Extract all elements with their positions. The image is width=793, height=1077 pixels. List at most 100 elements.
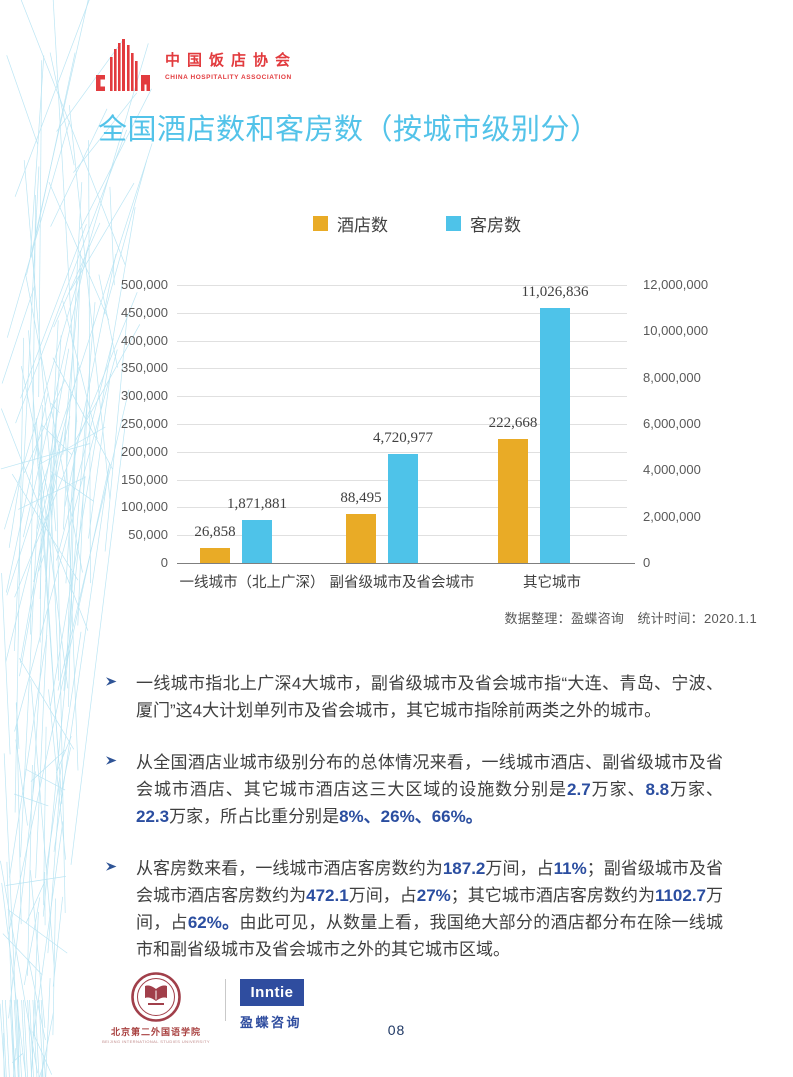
inntie-wordmark: Inntie <box>240 979 304 1006</box>
emphasis-number: 22.3 <box>136 807 170 826</box>
university-seal-icon <box>131 972 181 1022</box>
emphasis-number: 187.2 <box>442 859 486 878</box>
cha-logo-icon <box>96 39 150 91</box>
emphasis-number: 472.1 <box>306 886 349 905</box>
body-text: 万间，占 <box>485 859 554 878</box>
category-label: 副省级城市及省会城市 <box>329 575 475 591</box>
hotels-value-label: 88,495 <box>340 490 382 506</box>
page-number: 08 <box>387 1022 406 1038</box>
legend-item-rooms: 客房数 <box>446 211 521 236</box>
emphasis-number: 8%、26%、66%。 <box>339 807 483 826</box>
rooms-value-label: 11,026,836 <box>521 284 589 300</box>
bullet-item: 一线城市指北上广深4大城市，副省级城市及省会城市指“大连、青岛、宁波、厦门”这4… <box>105 670 723 724</box>
grid-line <box>177 285 627 286</box>
y-axis-tick-left: 50,000 <box>128 527 168 543</box>
grid-line <box>177 340 627 342</box>
hotels-bar <box>498 439 528 563</box>
body-text: 万间，占 <box>136 886 724 932</box>
background-wireframe-art <box>0 0 153 1077</box>
arrow-bullet-icon <box>105 855 136 963</box>
hotels-value-label: 222,668 <box>488 415 538 431</box>
bullet-list: 一线城市指北上广深4大城市，副省级城市及省会城市指“大连、青岛、宁波、厦门”这4… <box>105 670 723 988</box>
grid-line <box>177 368 627 370</box>
cha-logo-text: 中国饭店协会 CHINA HOSPITALITY ASSOCIATION <box>165 49 297 81</box>
y-axis-tick-right: 6,000,000 <box>643 416 701 431</box>
grid-line <box>177 312 627 314</box>
y-axis-tick-right: 12,000,000 <box>643 277 709 292</box>
emphasis-number: 1102.7 <box>654 886 707 905</box>
category-label: 其它城市 <box>523 575 581 591</box>
bullet-text: 从全国酒店业城市级别分布的总体情况来看，一线城市酒店、副省级城市及省会城市酒店、… <box>136 749 723 830</box>
legend-item-hotels: 酒店数 <box>313 211 388 236</box>
legend-label: 客房数 <box>470 216 521 235</box>
y-axis-tick-left: 500,000 <box>121 277 168 292</box>
bullet-text: 从客房数来看，一线城市酒店客房数约为187.2万间，占11%；副省级城市及省会城… <box>136 855 723 963</box>
emphasis-number: 27% <box>416 886 451 905</box>
body-text: 从全国酒店业城市级别分布的总体情况来看，一线城市酒店、副省级城市及省会城市酒店、… <box>136 753 723 799</box>
rooms-value-label: 4,720,977 <box>373 430 433 446</box>
y-axis-tick-left: 150,000 <box>121 471 168 487</box>
y-axis-tick-right: 10,000,000 <box>643 323 709 339</box>
cha-logo-name-zh: 中国饭店协会 <box>165 53 298 69</box>
bar-chart: 500,000 450,000 400,000 350,000 300,000 250,0… <box>121 277 709 591</box>
cha-logo: 中国饭店协会 CHINA HOSPITALITY ASSOCIATION <box>94 36 297 94</box>
body-text: 万间，占 <box>348 886 417 905</box>
body-text: ；其它城市酒店客房数约为 <box>450 886 655 905</box>
x-axis-line <box>177 563 635 564</box>
emphasis-number: 8.8 <box>645 780 670 799</box>
hotels-bar <box>200 548 230 563</box>
grid-line <box>177 424 627 425</box>
rooms-bar <box>540 308 570 563</box>
y-axis-tick-right: 4,000,000 <box>643 462 701 478</box>
legend-swatch-icon <box>446 216 461 231</box>
body-text: 万家，所占比重分别是 <box>169 807 340 826</box>
body-text: 万家、 <box>669 780 724 799</box>
arrow-bullet-icon <box>105 670 136 724</box>
hotels-value-label: 26,858 <box>194 524 236 540</box>
university-logo: 北京第二外国语学院 BEIJING INTERNATIONAL STUDIES … <box>98 971 214 1044</box>
rooms-value-label: 1,871,881 <box>227 496 287 512</box>
emphasis-number: 11% <box>553 859 587 878</box>
inntie-name-zh: 盈蝶咨询 <box>240 1015 303 1030</box>
inntie-logo: Inntie 盈蝶咨询 <box>240 979 304 1031</box>
y-axis-tick-left: 250,000 <box>121 416 168 431</box>
legend-swatch-icon <box>313 216 328 231</box>
footer: 北京第二外国语学院 BEIJING INTERNATIONAL STUDIES … <box>98 971 304 1044</box>
emphasis-number: 62%。 <box>187 913 240 932</box>
university-name-zh: 北京第二外国语学院 <box>110 1027 201 1037</box>
category-label: 一线城市（北上广深） <box>179 575 325 591</box>
y-axis-tick-left: 300,000 <box>121 388 168 404</box>
grid-line <box>177 396 627 398</box>
source-note: 数据整理：盈蝶咨询 统计时间：2020.1.1 <box>504 611 757 626</box>
y-axis-tick-right: 0 <box>643 555 651 570</box>
bullet-text: 一线城市指北上广深4大城市，副省级城市及省会城市指“大连、青岛、宁波、厦门”这4… <box>136 670 723 724</box>
grid-line <box>177 451 627 453</box>
cha-logo-name-en: CHINA HOSPITALITY ASSOCIATION <box>165 74 292 81</box>
y-axis-tick-left: 0 <box>160 555 168 570</box>
y-axis-tick-left: 400,000 <box>121 332 168 348</box>
arrow-bullet-icon <box>105 749 136 830</box>
footer-divider <box>225 979 226 1021</box>
body-text: 由此可见，从数量上看，我国绝大部分的酒店都分布在除一线城市和副省级城市及省会城市… <box>136 913 724 959</box>
y-axis-tick-left: 100,000 <box>121 499 168 515</box>
rooms-bar <box>388 454 418 563</box>
y-axis-tick-left: 350,000 <box>121 360 168 376</box>
rooms-bar <box>242 520 272 563</box>
body-text: 从客房数来看，一线城市酒店客房数约为 <box>136 859 443 878</box>
hotels-bar <box>346 514 376 563</box>
emphasis-number: 2.7 <box>567 780 591 799</box>
bullet-item: 从全国酒店业城市级别分布的总体情况来看，一线城市酒店、副省级城市及省会城市酒店、… <box>105 749 723 830</box>
body-text: ；副省级城市及省会城市酒店客房数约为 <box>136 859 724 905</box>
y-axis-tick-right: 8,000,000 <box>643 369 701 385</box>
body-text: 万家、 <box>590 780 646 799</box>
university-name-en: BEIJING INTERNATIONAL STUDIES UNIVERSITY <box>102 1039 210 1044</box>
chart-legend: 酒店数 客房数 <box>137 211 697 236</box>
legend-label: 酒店数 <box>337 216 388 235</box>
y-axis-tick-left: 200,000 <box>121 443 168 459</box>
bullet-item: 从客房数来看，一线城市酒店客房数约为187.2万间，占11%；副省级城市及省会城… <box>105 855 723 963</box>
body-text: 一线城市指北上广深4大城市，副省级城市及省会城市指“大连、青岛、宁波、厦门”这4… <box>136 674 723 720</box>
page-title: 全国酒店数和客房数（按城市级别分） <box>98 114 600 146</box>
y-axis-tick-left: 450,000 <box>121 304 168 320</box>
y-axis-tick-right: 2,000,000 <box>643 508 701 524</box>
